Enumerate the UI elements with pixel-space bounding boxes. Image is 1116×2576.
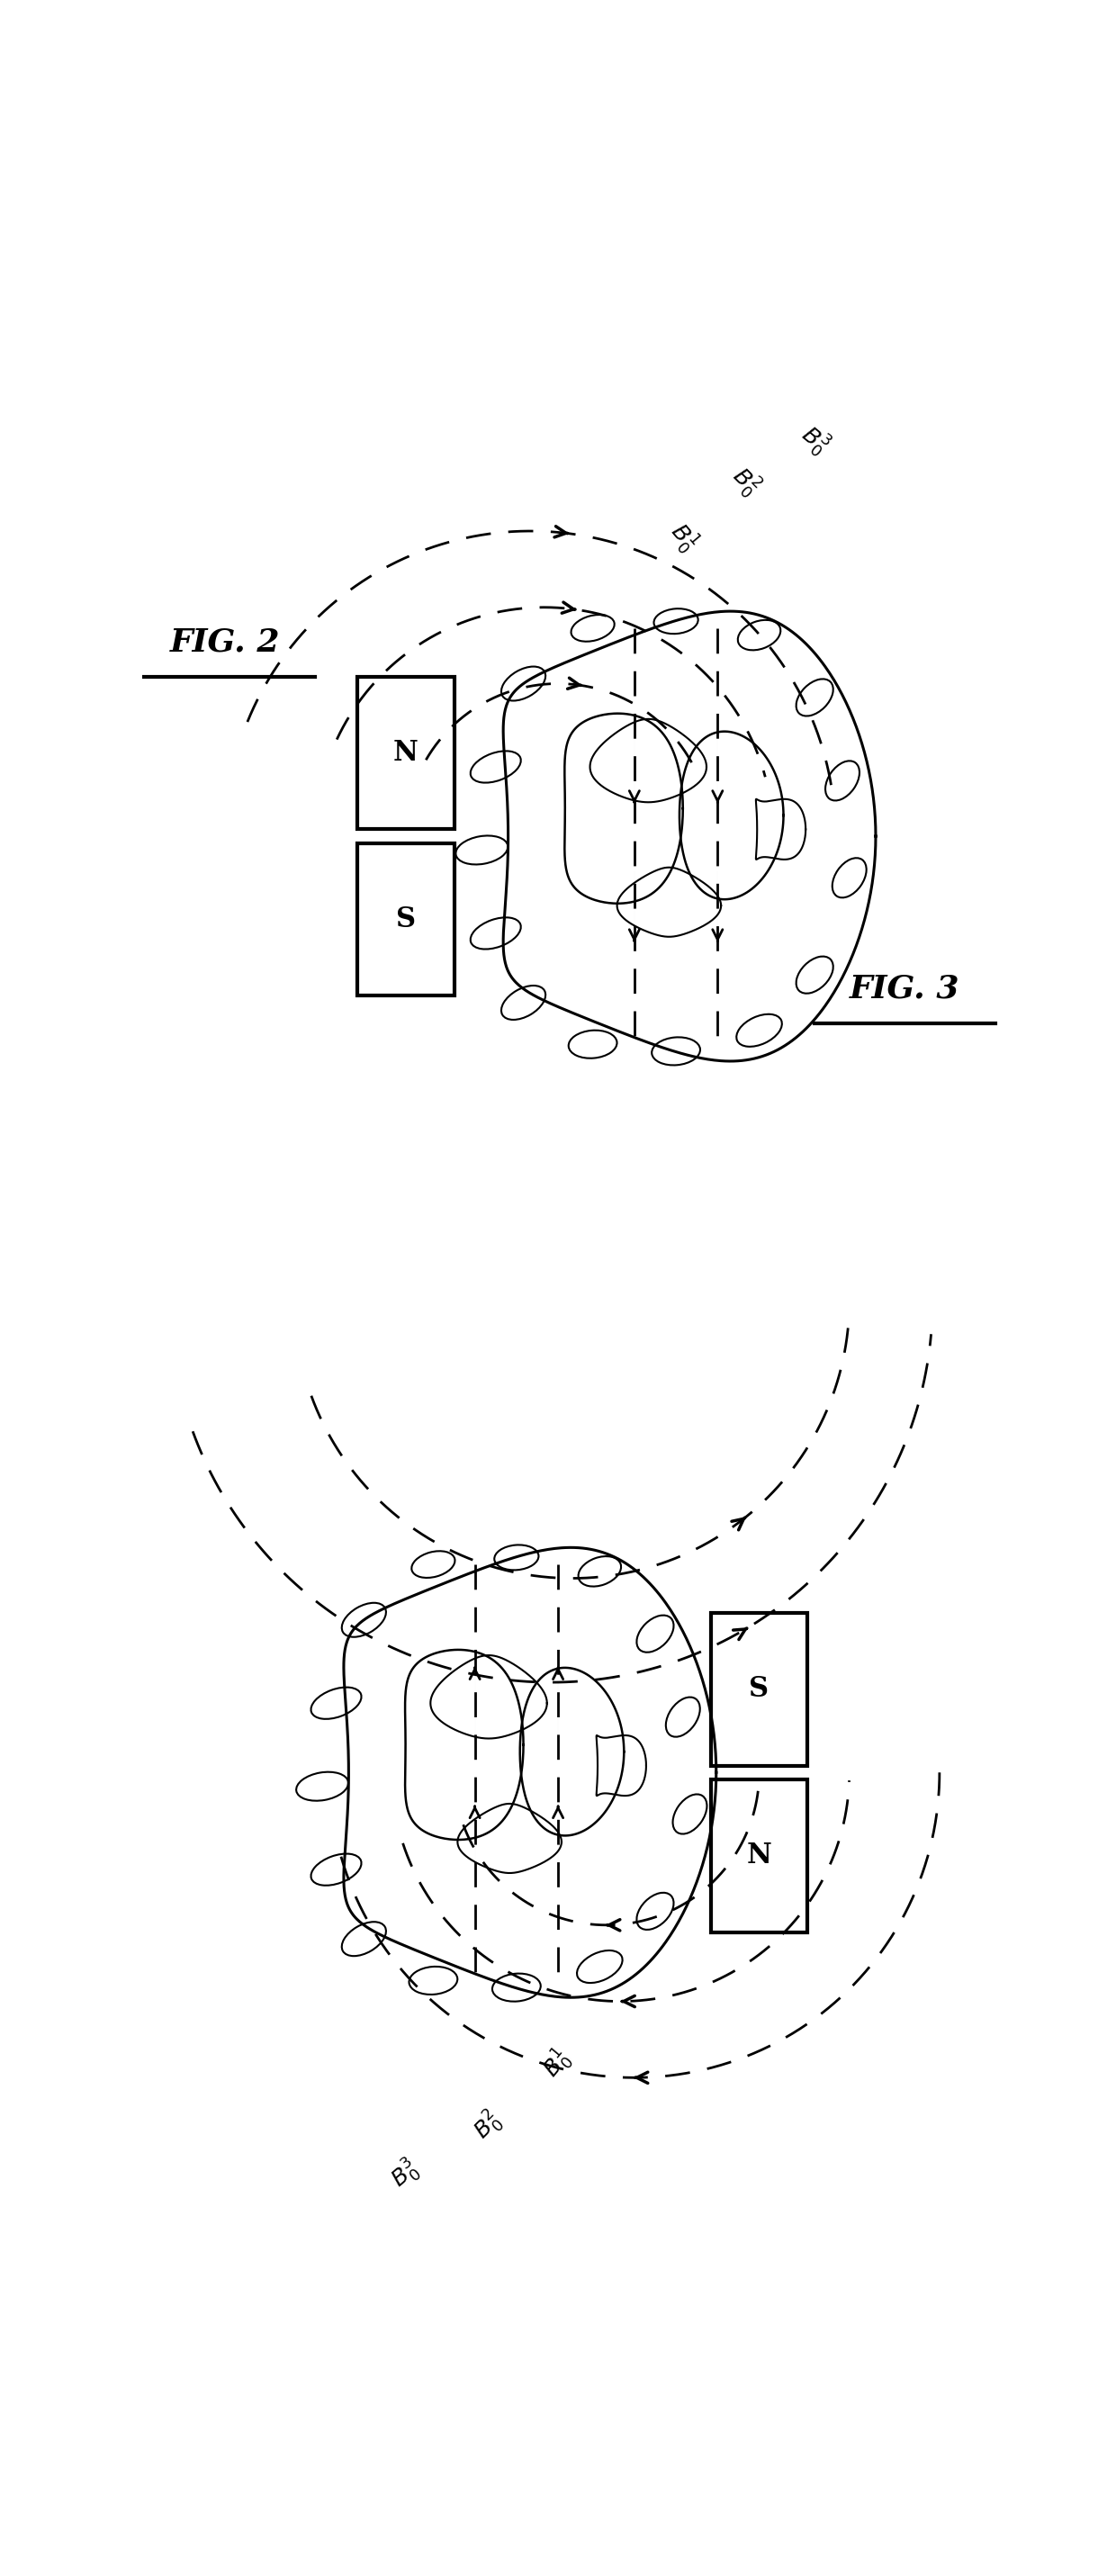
Text: N: N: [393, 739, 418, 768]
Text: FIG. 2: FIG. 2: [170, 626, 280, 657]
Text: $B_0^2$: $B_0^2$: [724, 461, 766, 502]
Text: S: S: [749, 1674, 769, 1703]
Text: $B_0^1$: $B_0^1$: [538, 2043, 579, 2084]
Bar: [711, 1780, 808, 1932]
Bar: [357, 677, 454, 829]
Bar: [711, 1613, 808, 1765]
Text: $B_0^3$: $B_0^3$: [795, 420, 835, 461]
Bar: [357, 842, 454, 997]
Text: $B_0^2$: $B_0^2$: [469, 2105, 509, 2146]
Text: N: N: [747, 1842, 772, 1870]
Text: $B_0^1$: $B_0^1$: [662, 518, 703, 559]
Text: $B_0^3$: $B_0^3$: [385, 2154, 426, 2195]
Text: FIG. 3: FIG. 3: [849, 974, 960, 1005]
Text: S: S: [395, 907, 415, 933]
